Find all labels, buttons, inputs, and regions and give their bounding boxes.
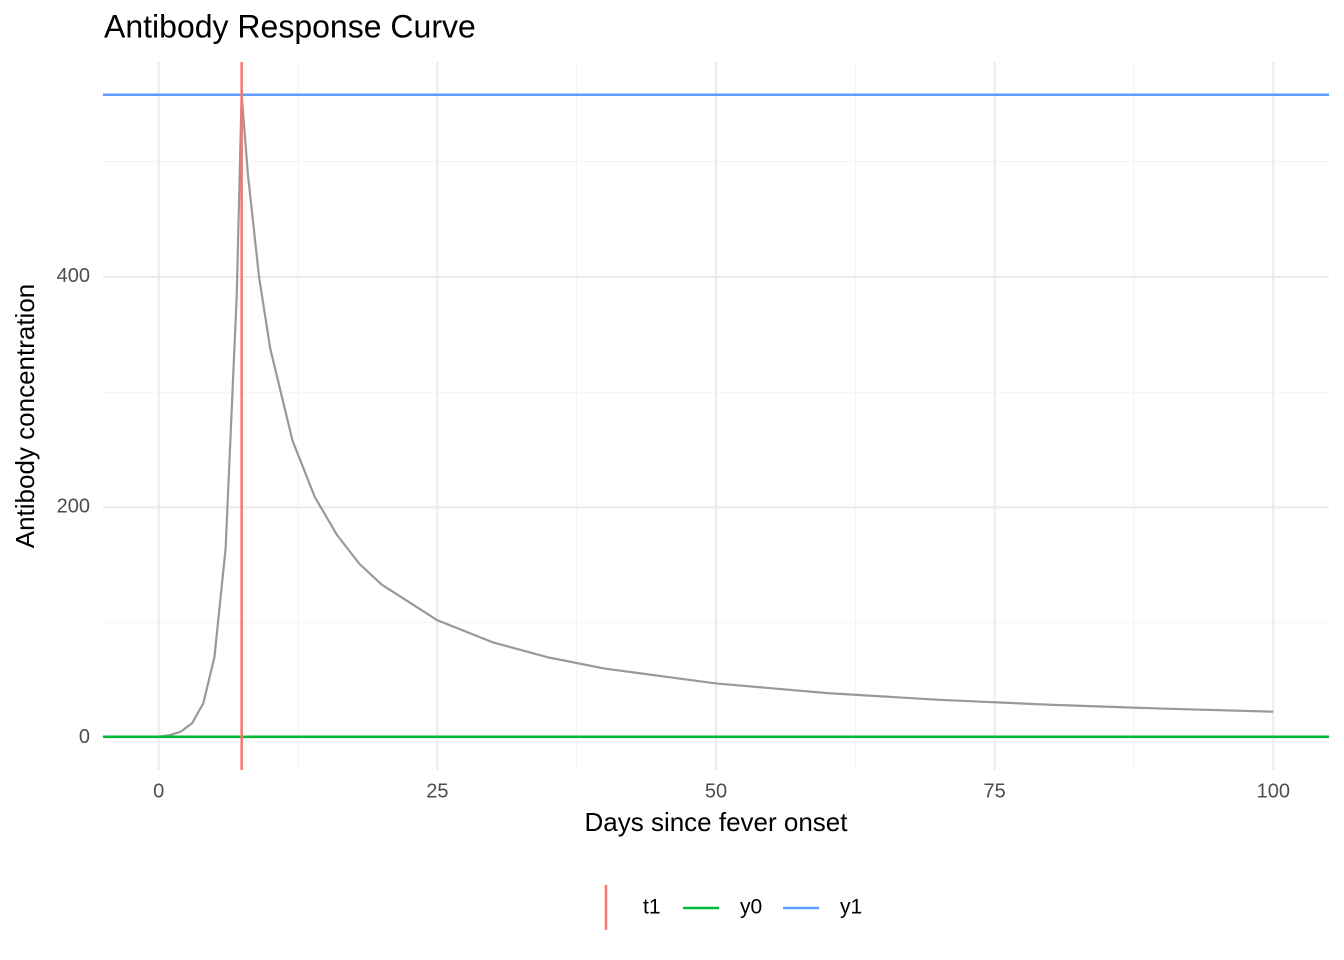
chart-title: Antibody Response Curve	[104, 8, 476, 44]
line	[158, 94, 1274, 738]
y-tick-label: 0	[79, 726, 90, 748]
y-tick-label: 200	[57, 496, 90, 518]
x-tick-label: 100	[1257, 780, 1290, 802]
y-axis-label: Antibody concentration	[10, 284, 40, 549]
legend-label: t1	[643, 896, 661, 919]
x-tick-label: 25	[426, 780, 448, 802]
marks	[103, 62, 1329, 770]
x-axis-label: Days since fever onset	[584, 807, 848, 837]
x-tick-label: 0	[153, 780, 164, 802]
legend-label: y0	[740, 896, 762, 919]
y-tick-label: 400	[57, 265, 90, 287]
legend: t1 y0 y1	[604, 885, 862, 930]
x-tick-label: 75	[984, 780, 1006, 802]
legend-label: y1	[840, 896, 862, 919]
x-tick-label: 50	[705, 780, 727, 802]
